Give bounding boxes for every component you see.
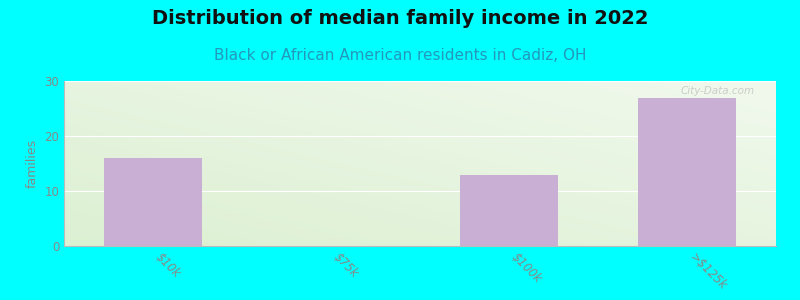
Text: City-Data.com: City-Data.com (681, 86, 754, 96)
Y-axis label: families: families (26, 139, 38, 188)
Text: Black or African American residents in Cadiz, OH: Black or African American residents in C… (214, 48, 586, 63)
Text: Distribution of median family income in 2022: Distribution of median family income in … (152, 9, 648, 28)
Bar (638, 98, 736, 246)
Bar (104, 158, 202, 246)
Bar (460, 175, 558, 246)
